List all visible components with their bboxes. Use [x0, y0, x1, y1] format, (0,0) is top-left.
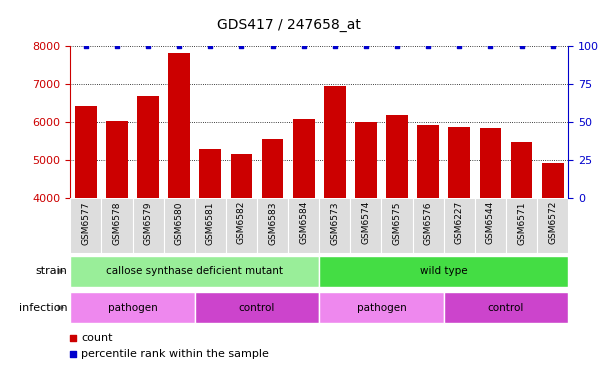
Text: infection: infection	[18, 303, 67, 313]
Point	[205, 43, 215, 49]
Point	[174, 43, 184, 49]
Text: GSM6575: GSM6575	[392, 201, 401, 244]
Text: GSM6227: GSM6227	[455, 201, 464, 244]
Point	[236, 43, 246, 49]
Text: percentile rank within the sample: percentile rank within the sample	[81, 349, 269, 359]
Bar	[195, 292, 320, 323]
Bar	[506, 198, 537, 253]
Point	[548, 43, 558, 49]
Text: pathogen: pathogen	[357, 303, 406, 313]
Point	[517, 43, 527, 49]
Point	[68, 351, 78, 357]
Bar	[355, 122, 377, 198]
Bar	[199, 149, 221, 198]
Point	[330, 43, 340, 49]
Bar	[70, 292, 195, 323]
Bar	[137, 97, 159, 198]
Bar	[262, 139, 284, 198]
Bar	[381, 198, 412, 253]
Text: GSM6579: GSM6579	[144, 201, 153, 244]
Bar	[475, 198, 506, 253]
Point	[268, 43, 277, 49]
Bar	[412, 198, 444, 253]
Bar	[75, 106, 97, 198]
Bar	[324, 86, 346, 198]
Bar	[133, 198, 164, 253]
Text: strain: strain	[35, 266, 67, 276]
Bar	[70, 198, 101, 253]
Bar	[320, 292, 444, 323]
Point	[392, 43, 402, 49]
Text: GSM6581: GSM6581	[206, 201, 215, 244]
Text: GSM6583: GSM6583	[268, 201, 277, 244]
Point	[143, 43, 153, 49]
Bar	[350, 198, 381, 253]
Text: GSM6571: GSM6571	[517, 201, 526, 244]
Bar	[542, 163, 563, 198]
Point	[455, 43, 464, 49]
Text: GDS417 / 247658_at: GDS417 / 247658_at	[217, 18, 360, 32]
Bar	[320, 198, 350, 253]
Bar	[101, 198, 133, 253]
Text: GSM6544: GSM6544	[486, 201, 495, 244]
Text: GSM6584: GSM6584	[299, 201, 308, 244]
Bar	[288, 198, 320, 253]
Text: wild type: wild type	[420, 266, 467, 276]
Text: GSM6580: GSM6580	[175, 201, 184, 244]
Bar	[417, 125, 439, 198]
Text: callose synthase deficient mutant: callose synthase deficient mutant	[106, 266, 284, 276]
Point	[299, 43, 309, 49]
Point	[68, 335, 78, 340]
Point	[486, 43, 496, 49]
Bar	[195, 198, 226, 253]
Bar	[230, 154, 252, 198]
Text: count: count	[81, 333, 113, 343]
Bar	[386, 115, 408, 198]
Bar	[480, 128, 501, 198]
Bar	[444, 292, 568, 323]
Text: control: control	[488, 303, 524, 313]
Point	[361, 43, 371, 49]
Text: GSM6582: GSM6582	[237, 201, 246, 244]
Text: pathogen: pathogen	[108, 303, 158, 313]
Bar	[164, 198, 195, 253]
Point	[423, 43, 433, 49]
Text: GSM6574: GSM6574	[362, 201, 370, 244]
Text: GSM6578: GSM6578	[112, 201, 122, 244]
Bar	[70, 256, 320, 287]
Text: GSM6573: GSM6573	[331, 201, 339, 244]
Bar	[320, 256, 568, 287]
Bar	[537, 198, 568, 253]
Bar	[444, 198, 475, 253]
Bar	[168, 53, 190, 198]
Bar	[257, 198, 288, 253]
Bar	[448, 127, 470, 198]
Text: control: control	[239, 303, 275, 313]
Bar	[293, 119, 315, 198]
Bar	[106, 120, 128, 198]
Point	[112, 43, 122, 49]
Bar	[226, 198, 257, 253]
Bar	[511, 142, 532, 198]
Text: GSM6572: GSM6572	[548, 201, 557, 244]
Point	[81, 43, 90, 49]
Text: GSM6576: GSM6576	[423, 201, 433, 244]
Text: GSM6577: GSM6577	[81, 201, 90, 244]
